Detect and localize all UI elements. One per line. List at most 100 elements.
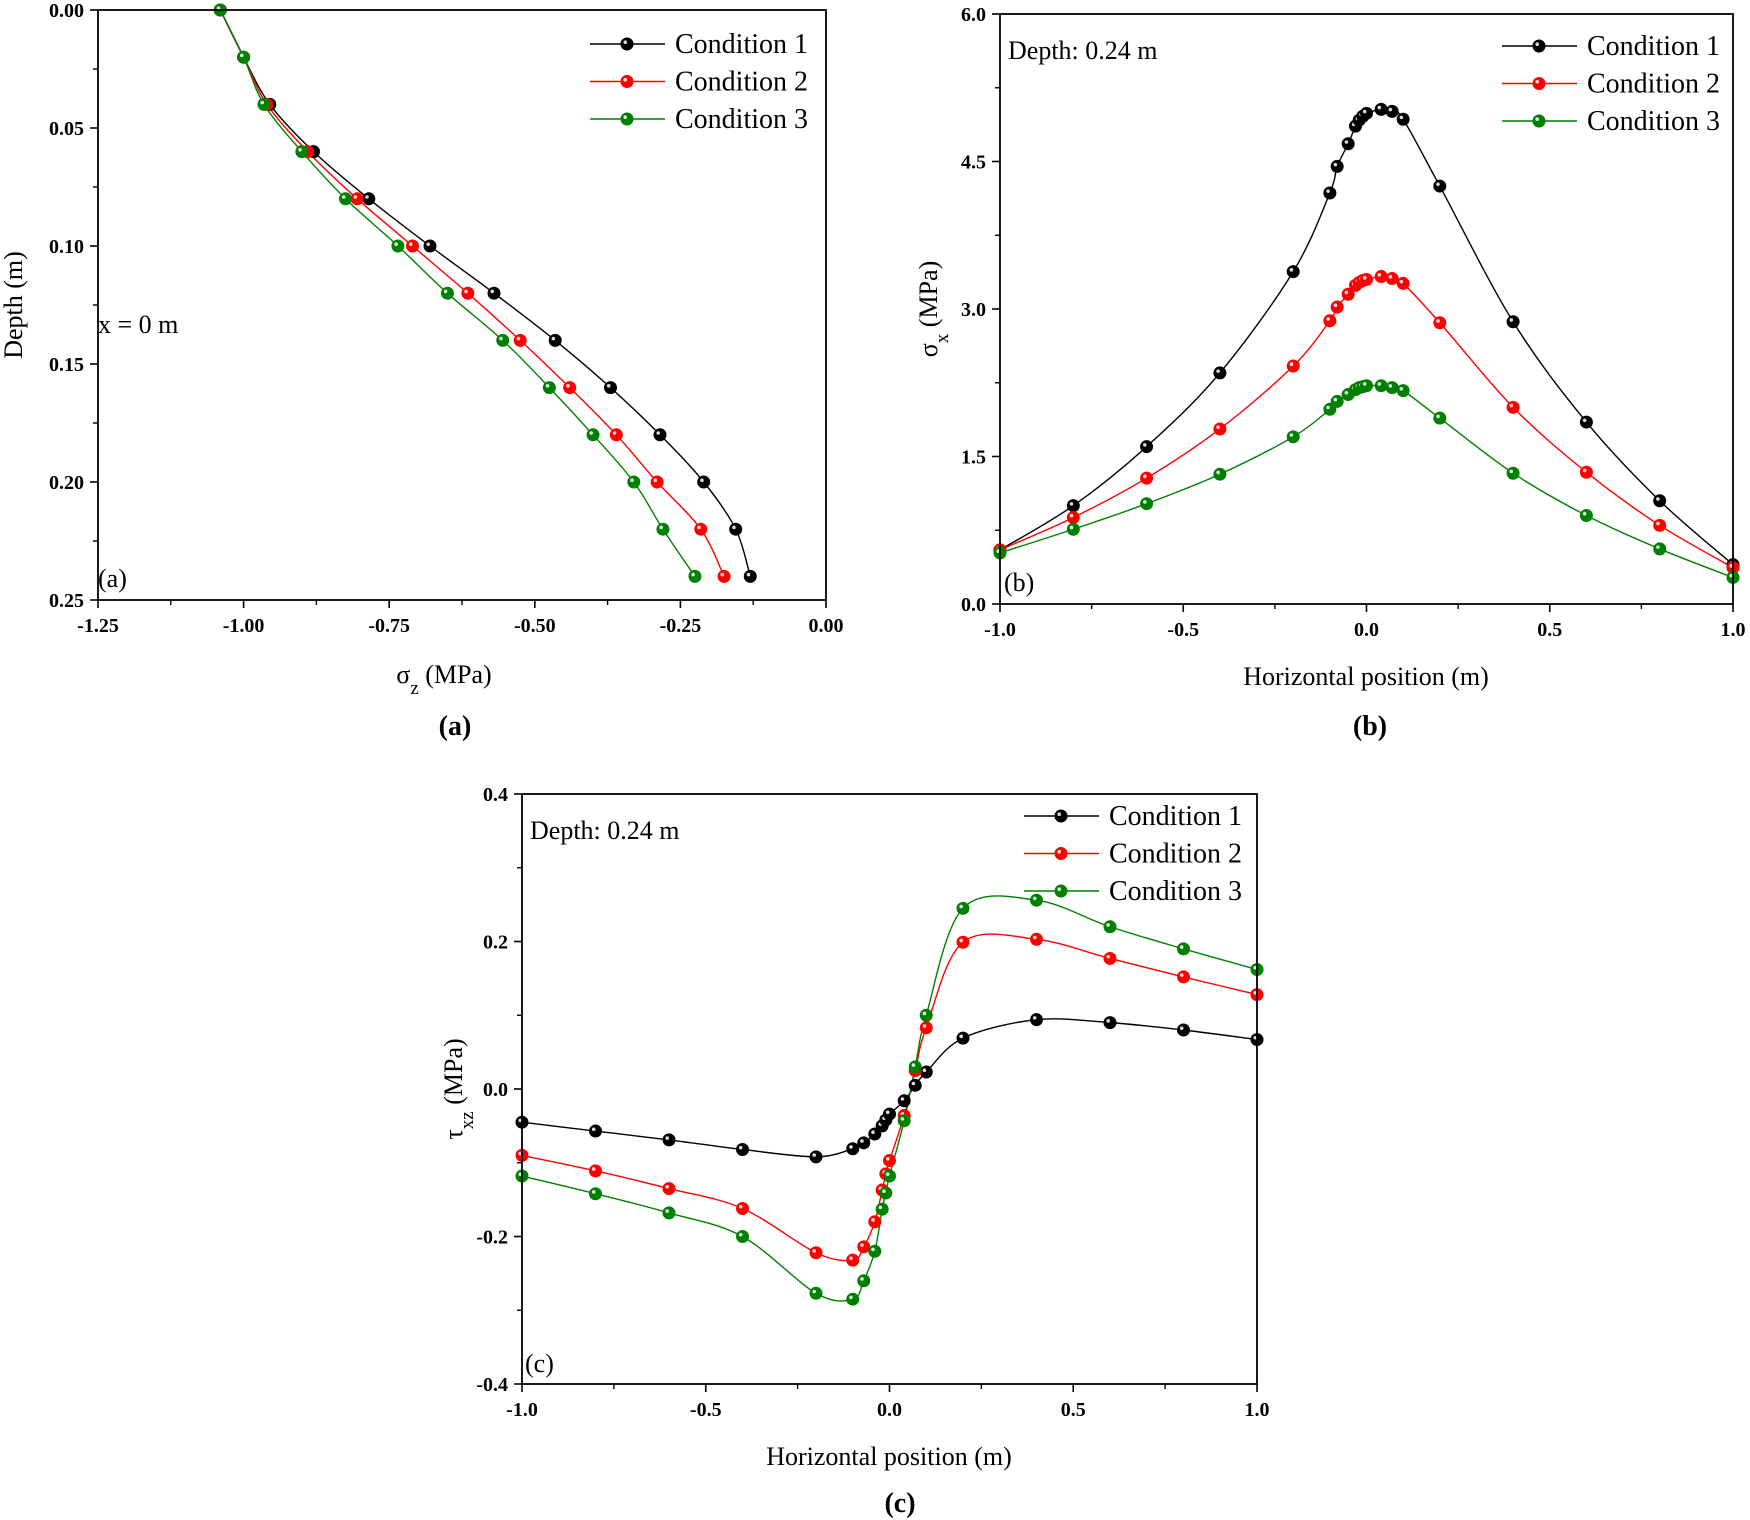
a-point-cond3	[440, 286, 454, 300]
a-y-axis-label: Depth (m)	[0, 251, 28, 359]
b-point-cond3	[1433, 411, 1447, 425]
b-legend-marker-cond2	[1532, 77, 1546, 90]
b-point-cond3	[1506, 466, 1520, 480]
c-line-cond2	[521, 933, 1258, 1262]
b-legend-label-cond1: Condition 1	[1587, 31, 1720, 62]
c-point-cond3	[736, 1230, 749, 1243]
a-xtick-label: -1.25	[77, 615, 119, 637]
a-ytick-label: 0.10	[49, 236, 84, 258]
a-plot-frame	[97, 9, 827, 601]
b-point-cond1	[1374, 102, 1388, 116]
c-point-cond2	[736, 1201, 749, 1215]
b-point-cond1	[1140, 440, 1154, 454]
c-line-cond3	[521, 895, 1258, 1302]
c-point-cond2	[1030, 932, 1043, 946]
b-point-cond2	[1433, 316, 1447, 330]
c-xtick-label: 0.5	[1061, 1399, 1086, 1421]
b-point-cond1	[1341, 137, 1355, 151]
a-point-cond2	[350, 192, 364, 206]
c-point-cond1	[908, 1078, 922, 1092]
c-point-cond1	[1177, 1023, 1190, 1037]
c-legend: Condition 1 Condition 2 Condition 3	[1024, 801, 1242, 907]
b-annotation: Depth: 0.24 m	[1008, 36, 1158, 65]
b-series-lines	[999, 108, 1734, 579]
c-ytick-label: -0.2	[476, 1227, 508, 1249]
b-legend-marker-cond1	[1532, 39, 1546, 53]
b-xtick-label: 1.0	[1721, 619, 1746, 641]
a-annotation: x = 0 m	[98, 310, 178, 339]
b-caption: (b)	[1353, 711, 1387, 742]
b-xtick-label: 0.0	[1354, 619, 1379, 641]
a-point-cond3	[542, 381, 556, 395]
a-point-cond3	[391, 239, 405, 253]
c-point-cond2	[868, 1215, 882, 1229]
b-plot-frame	[999, 13, 1734, 605]
a-point-cond3	[339, 192, 353, 206]
c-xtick-label: -0.5	[690, 1399, 722, 1421]
a-point-cond2	[609, 428, 623, 442]
b-point-cond2	[1360, 273, 1373, 286]
a-legend-marker-cond3	[620, 112, 634, 126]
b-point-cond2	[1653, 518, 1667, 532]
b-line-cond2	[999, 275, 1734, 569]
a-point-cond1	[697, 475, 711, 489]
b-legend-marker-cond3	[1532, 114, 1546, 128]
c-point-cond2	[883, 1154, 896, 1168]
c-ytick-label: 0.0	[483, 1079, 508, 1101]
b-tick-labels: -1.0 -0.5 0.0 0.5 1.0 0.0 1.5 3.0 4.5 6.0	[961, 4, 1746, 641]
c-point-cond1	[883, 1107, 896, 1121]
c-xtick-label: 1.0	[1245, 1399, 1270, 1421]
b-point-cond1	[1385, 104, 1399, 118]
c-point-cond3	[879, 1186, 893, 1200]
b-panel-label: (b)	[1004, 568, 1034, 597]
c-legend-label-cond3: Condition 3	[1109, 876, 1242, 907]
a-point-cond1	[487, 286, 501, 300]
a-point-cond2	[513, 333, 527, 347]
b-point-cond3	[1066, 522, 1080, 536]
b-point-cond1	[1396, 112, 1410, 126]
b-point-cond1	[1330, 159, 1344, 173]
b-xtick-label: 0.5	[1537, 619, 1562, 641]
c-x-axis-label: Horizontal position (m)	[766, 1442, 1012, 1471]
c-point-cond2	[589, 1164, 602, 1178]
c-point-cond2	[809, 1246, 823, 1260]
b-point-cond1	[1066, 499, 1080, 513]
c-series-points	[515, 893, 1264, 1306]
c-point-cond1	[897, 1094, 911, 1108]
a-point-cond3	[257, 97, 271, 111]
c-ytick-label: 0.4	[483, 784, 508, 806]
b-point-cond3	[1286, 430, 1300, 444]
a-point-cond3	[656, 522, 670, 536]
a-legend-label-cond1: Condition 1	[675, 29, 808, 60]
b-point-cond2	[1213, 422, 1227, 436]
panel-b: -1.0 -0.5 0.0 0.5 1.0 0.0 1.5 3.0 4.5 6.0 (b) Dep…	[914, 4, 1746, 742]
c-point-cond2	[919, 1021, 933, 1035]
a-point-cond1	[653, 428, 667, 442]
c-point-cond3	[1103, 920, 1117, 934]
a-series-points	[213, 3, 757, 583]
b-point-cond3	[1653, 542, 1667, 556]
a-ytick-label: 0.15	[49, 354, 84, 376]
a-x-axis-label: σz (MPa)	[396, 660, 491, 699]
a-series-lines	[219, 9, 751, 577]
panel-c: -1.0 -0.5 0.0 0.5 1.0 -0.4 -0.2 0.0 0.2 0.4 (c) D…	[439, 784, 1270, 1519]
a-point-cond2	[461, 286, 475, 300]
a-xtick-label: -1.00	[223, 615, 265, 637]
a-tick-marks	[90, 9, 827, 608]
a-ytick-label: 0.25	[49, 590, 84, 612]
a-point-cond3	[295, 145, 309, 159]
b-point-cond1	[1213, 366, 1227, 380]
b-point-cond3	[1323, 402, 1337, 416]
b-tick-marks	[992, 13, 1734, 612]
c-point-cond1	[809, 1150, 823, 1164]
b-point-cond2	[1579, 465, 1593, 479]
b-point-cond1	[1506, 315, 1520, 329]
a-point-cond2	[563, 381, 577, 395]
c-point-cond2	[857, 1240, 871, 1254]
b-point-cond3	[1579, 509, 1593, 522]
c-point-cond2	[1103, 951, 1117, 965]
a-point-cond1	[729, 522, 743, 536]
c-ytick-label: -0.4	[476, 1374, 508, 1396]
a-point-cond1	[423, 239, 437, 253]
b-point-cond3	[1140, 497, 1154, 511]
